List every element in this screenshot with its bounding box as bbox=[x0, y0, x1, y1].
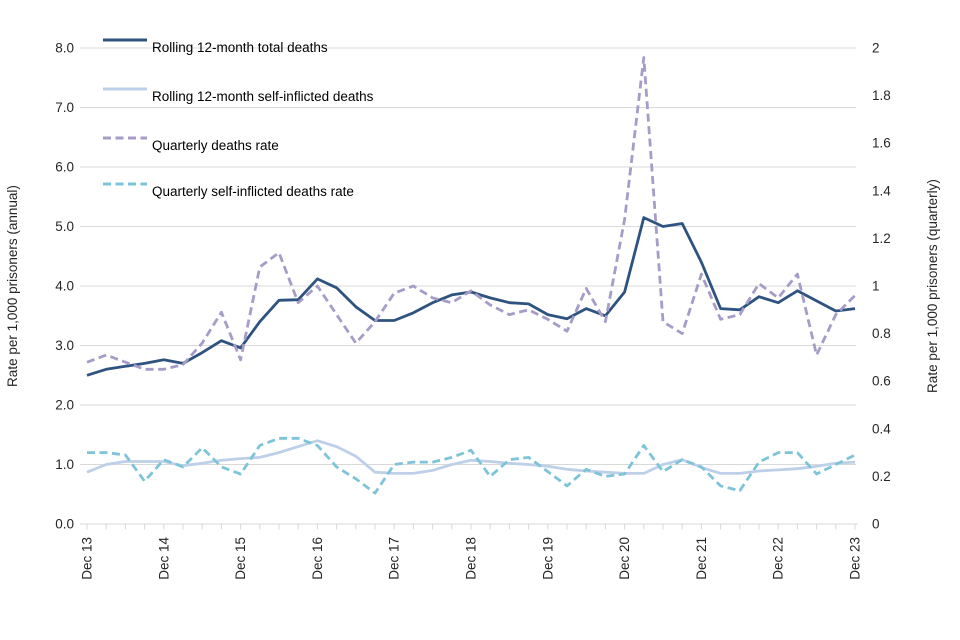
y-axis-tick-label-right: 1.2 bbox=[872, 231, 891, 246]
y-axis-tick-label-right: 0 bbox=[872, 517, 880, 532]
series-rolling-12-month-self-inflicted-deaths bbox=[86, 439, 856, 475]
x-axis-tick-label: Dec 20 bbox=[617, 537, 632, 580]
y-axis-tick-label-right: 2 bbox=[872, 41, 880, 56]
y-axis-tick-label-right: 0.4 bbox=[872, 421, 891, 436]
x-axis-tick-label: Dec 13 bbox=[80, 537, 95, 580]
y-axis-tick-label-left: 4.0 bbox=[55, 279, 74, 294]
series-quarterly-deaths-rate bbox=[86, 56, 856, 371]
y-axis-tick-label-left: 6.0 bbox=[55, 160, 74, 175]
y-axis-tick-label-left: 2.0 bbox=[55, 398, 74, 413]
y-axis-tick-label-left: 5.0 bbox=[55, 219, 74, 234]
series-quarterly-self-inflicted-deaths-rate bbox=[87, 436, 856, 495]
series-lines-layer bbox=[86, 56, 856, 495]
y-axis-tick-label-right: 1.4 bbox=[872, 183, 891, 198]
axes-layer: 0.0 1.0 2.0 3.0 4.0 5.0 6.0 7.0 8.0 0 0.2 0.4 0.6 0.8… bbox=[55, 41, 891, 580]
y-axis-tick-label-left: 3.0 bbox=[55, 338, 74, 353]
x-axis-tick-label: Dec 23 bbox=[848, 537, 863, 580]
right-axis-title: Rate per 1,000 prisoners (quarterly) bbox=[925, 179, 940, 393]
gridlines-layer bbox=[80, 47, 856, 465]
y-axis-tick-label-left: 7.0 bbox=[55, 100, 74, 115]
y-axis-tick-label-left: 8.0 bbox=[55, 41, 74, 56]
y-axis-tick-label-right: 1 bbox=[872, 279, 880, 294]
x-axis-tick-label: Dec 15 bbox=[233, 537, 248, 580]
y-axis-tick-label-right: 1.6 bbox=[872, 136, 891, 151]
series-rolling-12-month-total-deaths bbox=[86, 216, 856, 377]
x-axis-tick-label: Dec 19 bbox=[540, 537, 555, 580]
y-axis-tick-label-left: 1.0 bbox=[55, 457, 74, 472]
x-axis-tick-label: Dec 16 bbox=[310, 537, 325, 580]
x-axis-tick-label: Dec 17 bbox=[387, 537, 402, 580]
y-axis-tick-label-right: 0.2 bbox=[872, 469, 891, 484]
x-axis-tick-label: Dec 14 bbox=[156, 537, 171, 580]
y-axis-tick-label-left: 0.0 bbox=[55, 517, 74, 532]
x-axis-tick-label: Dec 21 bbox=[694, 537, 709, 580]
x-axis-tick-label: Dec 22 bbox=[771, 537, 786, 580]
left-axis-title: Rate per 1,000 prisoners (annual) bbox=[5, 185, 20, 387]
y-axis-tick-label-right: 1.8 bbox=[872, 88, 891, 103]
y-axis-tick-label-right: 0.6 bbox=[872, 374, 891, 389]
y-axis-tick-label-right: 0.8 bbox=[872, 326, 891, 341]
x-axis-tick-label: Dec 18 bbox=[464, 537, 479, 580]
